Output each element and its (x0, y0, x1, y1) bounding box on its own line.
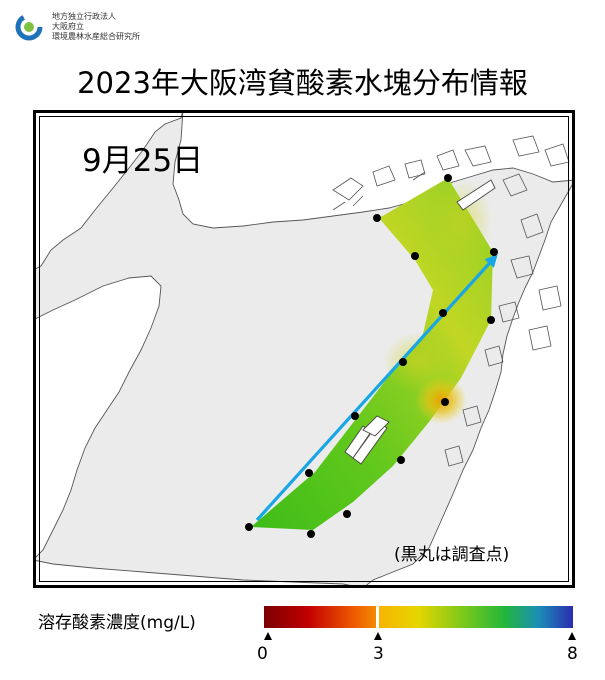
map-panel (33, 110, 575, 588)
survey-point (305, 469, 313, 477)
map-frame (33, 110, 575, 588)
survey-point (307, 530, 315, 538)
scale-low-segment (264, 606, 376, 628)
land-west-island (33, 110, 184, 561)
color-scale-bar (264, 606, 576, 640)
org-logo-icon (15, 13, 43, 41)
org-name: 地方独立行政法人 大阪府立 環境農林水産総合研究所 (52, 12, 140, 42)
survey-point (411, 252, 419, 260)
land-north-coast (172, 110, 575, 229)
port-structures (332, 135, 570, 467)
oxygen-distribution (251, 178, 493, 530)
artificial-island (344, 179, 496, 465)
survey-point (441, 398, 449, 406)
scale-tick-3: 3 (373, 644, 384, 664)
survey-point (373, 214, 381, 222)
scale-tick-0: 0 (257, 644, 268, 664)
survey-point (399, 358, 407, 366)
survey-point (487, 316, 495, 324)
page-title: 2023年大阪湾貧酸素水塊分布情報 (77, 66, 528, 100)
org-line-2: 大阪府立 (52, 22, 84, 31)
survey-point (245, 523, 253, 531)
survey-point (439, 309, 447, 317)
org-logo: 地方独立行政法人 大阪府立 環境農林水産総合研究所 (10, 8, 210, 48)
legend-label: 溶存酸素濃度(mg/L) (38, 613, 196, 633)
scale-tick-8: 8 (567, 644, 578, 664)
org-line-1: 地方独立行政法人 (52, 12, 116, 21)
date-label: 9月25日 (82, 143, 204, 179)
survey-point (490, 248, 498, 256)
org-line-3: 環境農林水産総合研究所 (52, 32, 140, 41)
survey-point (351, 412, 359, 420)
land-east-coast (362, 179, 575, 588)
transect-arrow (255, 254, 498, 522)
scale-high-segment (379, 606, 573, 628)
survey-point (397, 456, 405, 464)
survey-points (245, 174, 498, 538)
survey-point (444, 174, 452, 182)
survey-point (343, 510, 351, 518)
survey-point-note: (黒丸は調査点) (394, 545, 510, 565)
